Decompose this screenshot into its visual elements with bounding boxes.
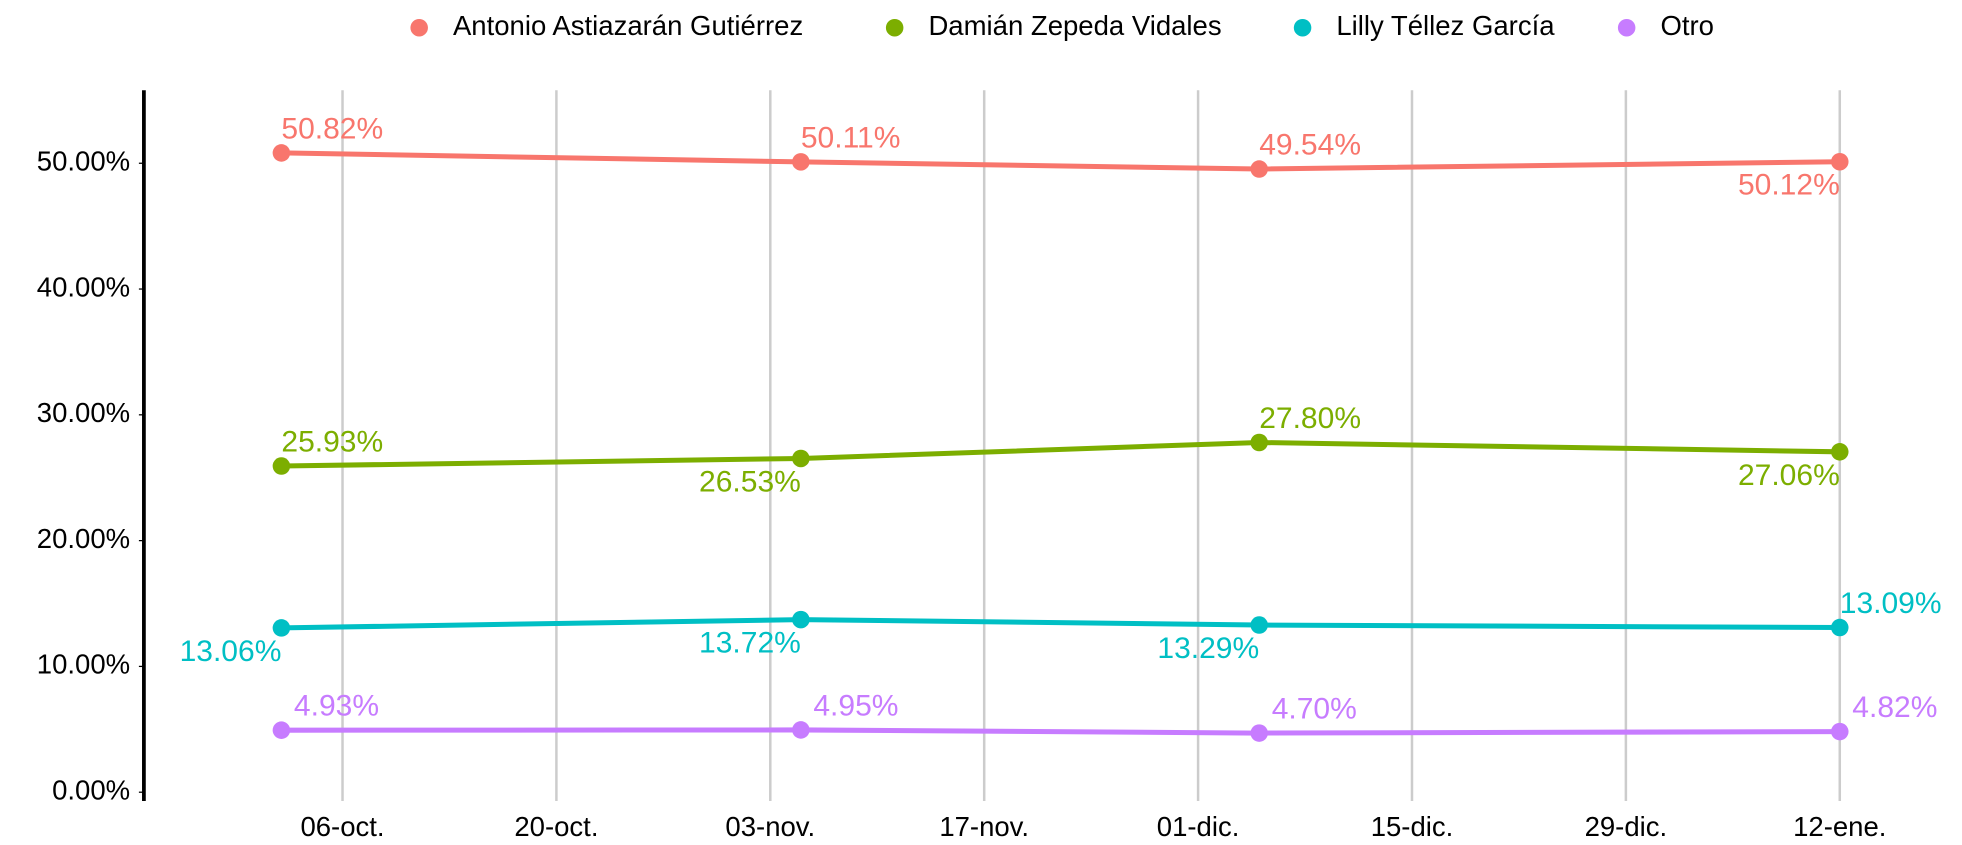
legend-label: Lilly Téllez García xyxy=(1336,10,1555,41)
data-label: 49.54% xyxy=(1259,128,1361,161)
series-line xyxy=(281,617,1840,631)
data-label: 27.06% xyxy=(1738,459,1840,492)
x-tick-label: 12-ene. xyxy=(1793,811,1886,842)
legend-marker xyxy=(1293,18,1312,37)
y-tick-label: 40.00% xyxy=(37,271,130,302)
x-tick-label: 06-oct. xyxy=(300,811,384,842)
data-label: 27.80% xyxy=(1259,402,1361,435)
data-label: 13.72% xyxy=(699,627,801,660)
data-point xyxy=(272,619,291,637)
data-label: 4.95% xyxy=(813,689,898,722)
data-point xyxy=(1250,160,1268,178)
data-label: 50.12% xyxy=(1738,169,1840,202)
legend-label: Otro xyxy=(1660,10,1714,41)
y-tick-label: 50.00% xyxy=(37,146,130,177)
data-point xyxy=(1831,152,1849,171)
data-point xyxy=(1250,724,1268,742)
series-line xyxy=(281,150,1840,172)
y-tick-label: 30.00% xyxy=(37,397,130,428)
data-label: 4.70% xyxy=(1272,692,1357,725)
data-point xyxy=(1831,722,1849,741)
series-line xyxy=(281,440,1840,469)
legend-label: Damián Zepeda Vidales xyxy=(928,10,1221,41)
x-tick-label: 29-dic. xyxy=(1585,811,1668,842)
data-label: 13.29% xyxy=(1157,632,1259,665)
x-tick-label: 01-dic. xyxy=(1157,811,1240,842)
data-label: 13.09% xyxy=(1840,587,1942,620)
data-label: 13.06% xyxy=(180,635,282,668)
data-point xyxy=(1831,443,1849,461)
data-point xyxy=(272,721,291,739)
x-tick-label: 20-oct. xyxy=(514,811,598,842)
legend-marker xyxy=(885,18,904,37)
data-point xyxy=(792,721,810,739)
data-label: 50.11% xyxy=(801,121,901,154)
y-tick-label: 10.00% xyxy=(37,649,130,680)
data-label: 50.82% xyxy=(281,112,383,145)
x-tick-label: 15-dic. xyxy=(1371,811,1454,842)
legend-marker xyxy=(1617,18,1636,37)
data-label: 4.82% xyxy=(1852,691,1937,724)
data-point xyxy=(792,153,810,171)
y-tick-label: 20.00% xyxy=(37,523,130,554)
data-point xyxy=(1250,433,1268,452)
data-point xyxy=(1831,618,1849,637)
data-point xyxy=(272,457,291,475)
data-point xyxy=(1250,616,1268,634)
y-tick-label: 0.00% xyxy=(52,774,130,805)
data-point xyxy=(272,144,291,162)
data-label: 26.53% xyxy=(699,465,801,498)
data-point xyxy=(792,610,810,629)
legend-marker xyxy=(410,18,428,37)
x-tick-label: 17-nov. xyxy=(939,811,1029,842)
series-line xyxy=(281,727,1840,736)
x-tick-label: 03-nov. xyxy=(725,811,815,842)
data-label: 25.93% xyxy=(281,425,383,458)
data-label: 4.93% xyxy=(294,690,379,723)
data-point xyxy=(792,449,810,468)
legend-label: Antonio Astiazarán Gutiérrez xyxy=(453,10,803,41)
